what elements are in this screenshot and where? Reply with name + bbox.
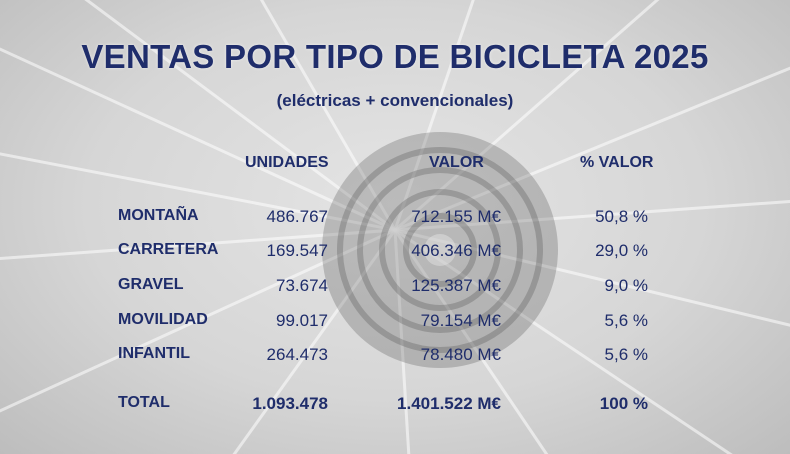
- table-row: MOVILIDAD 99.017 79.154 M€ 5,6 %: [0, 311, 790, 335]
- row-value: 712.155 M€: [411, 207, 501, 226]
- chart-title: VENTAS POR TIPO DE BICICLETA 2025: [81, 38, 709, 75]
- row-category: INFANTIL: [118, 345, 190, 362]
- row-value: 78.480 M€: [420, 345, 501, 364]
- row-units: 73.674: [276, 276, 328, 295]
- table-row: INFANTIL 264.473 78.480 M€ 5,6 %: [0, 345, 790, 369]
- column-header-percent: % VALOR: [580, 154, 654, 171]
- total-percent: 100 %: [599, 394, 648, 413]
- table-row: GRAVEL 73.674 125.387 M€ 9,0 %: [0, 276, 790, 300]
- row-percent: 5,6 %: [604, 345, 648, 364]
- row-value: 125.387 M€: [411, 276, 501, 295]
- row-units: 99.017: [276, 311, 328, 330]
- chart-subtitle: (eléctricas + convencionales): [276, 91, 514, 110]
- table-row: MONTAÑA 486.767 712.155 M€ 50,8 %: [0, 207, 790, 231]
- row-percent: 50,8 %: [595, 207, 648, 226]
- row-units: 169.547: [266, 241, 328, 260]
- column-header-units: UNIDADES: [245, 154, 329, 171]
- total-units: 1.093.478: [252, 394, 328, 413]
- row-category: CARRETERA: [118, 241, 219, 258]
- row-category: MOVILIDAD: [118, 311, 208, 328]
- total-category: TOTAL: [118, 394, 170, 411]
- row-percent: 5,6 %: [604, 311, 648, 330]
- total-value: 1.401.522 M€: [397, 394, 501, 413]
- row-percent: 9,0 %: [604, 276, 648, 295]
- row-value: 406.346 M€: [411, 241, 501, 260]
- row-units: 486.767: [266, 207, 328, 226]
- total-row: TOTAL 1.093.478 1.401.522 M€ 100 %: [0, 394, 790, 418]
- row-value: 79.154 M€: [420, 311, 501, 330]
- row-percent: 29,0 %: [595, 241, 648, 260]
- column-header-value: VALOR: [429, 154, 484, 171]
- table-row: CARRETERA 169.547 406.346 M€ 29,0 %: [0, 241, 790, 265]
- row-category: MONTAÑA: [118, 207, 199, 224]
- row-units: 264.473: [266, 345, 328, 364]
- row-category: GRAVEL: [118, 276, 184, 293]
